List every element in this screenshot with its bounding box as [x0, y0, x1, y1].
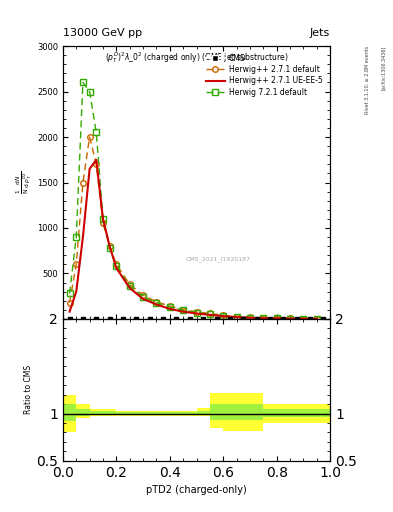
Text: $(p_T^D)^2\lambda\_0^2$ (charged only) (CMS jet substructure): $(p_T^D)^2\lambda\_0^2$ (charged only) (…	[105, 50, 288, 65]
Text: 13000 GeV pp: 13000 GeV pp	[63, 28, 142, 38]
Text: [arXiv:1306.3436]: [arXiv:1306.3436]	[381, 46, 386, 91]
Legend: CMS, Herwig++ 2.7.1 default, Herwig++ 2.7.1 UE-EE-5, Herwig 7.2.1 default: CMS, Herwig++ 2.7.1 default, Herwig++ 2.…	[202, 50, 326, 100]
Y-axis label: Ratio to CMS: Ratio to CMS	[24, 365, 33, 414]
Text: Rivet 3.1.10, ≥ 2.8M events: Rivet 3.1.10, ≥ 2.8M events	[365, 46, 370, 114]
Text: Jets: Jets	[310, 28, 330, 38]
Y-axis label: $\frac{1}{\mathrm{N}}\,\frac{\mathrm{d}N}{\mathrm{d}\,p_{T}^{D2}}$: $\frac{1}{\mathrm{N}}\,\frac{\mathrm{d}N…	[15, 171, 34, 194]
Text: CMS_2021_I1920187: CMS_2021_I1920187	[185, 256, 250, 262]
X-axis label: pTD2 (charged-only): pTD2 (charged-only)	[146, 485, 247, 495]
